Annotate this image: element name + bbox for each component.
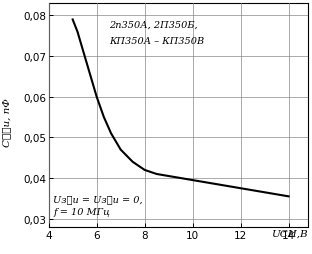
Text: КП350А – КП350В: КП350А – КП350В: [109, 37, 204, 45]
Text: Uз଱и = Uзଲи = 0,: Uз଱и = Uзଲи = 0,: [53, 195, 143, 203]
Text: 2п350А, 2П350Б,: 2п350А, 2П350Б,: [109, 20, 197, 29]
Text: UСИ,В: UСИ,В: [271, 229, 308, 238]
Text: f = 10 МГц: f = 10 МГц: [53, 207, 110, 216]
Text: C଱ଲи, пФ: C଱ଲи, пФ: [2, 98, 11, 146]
